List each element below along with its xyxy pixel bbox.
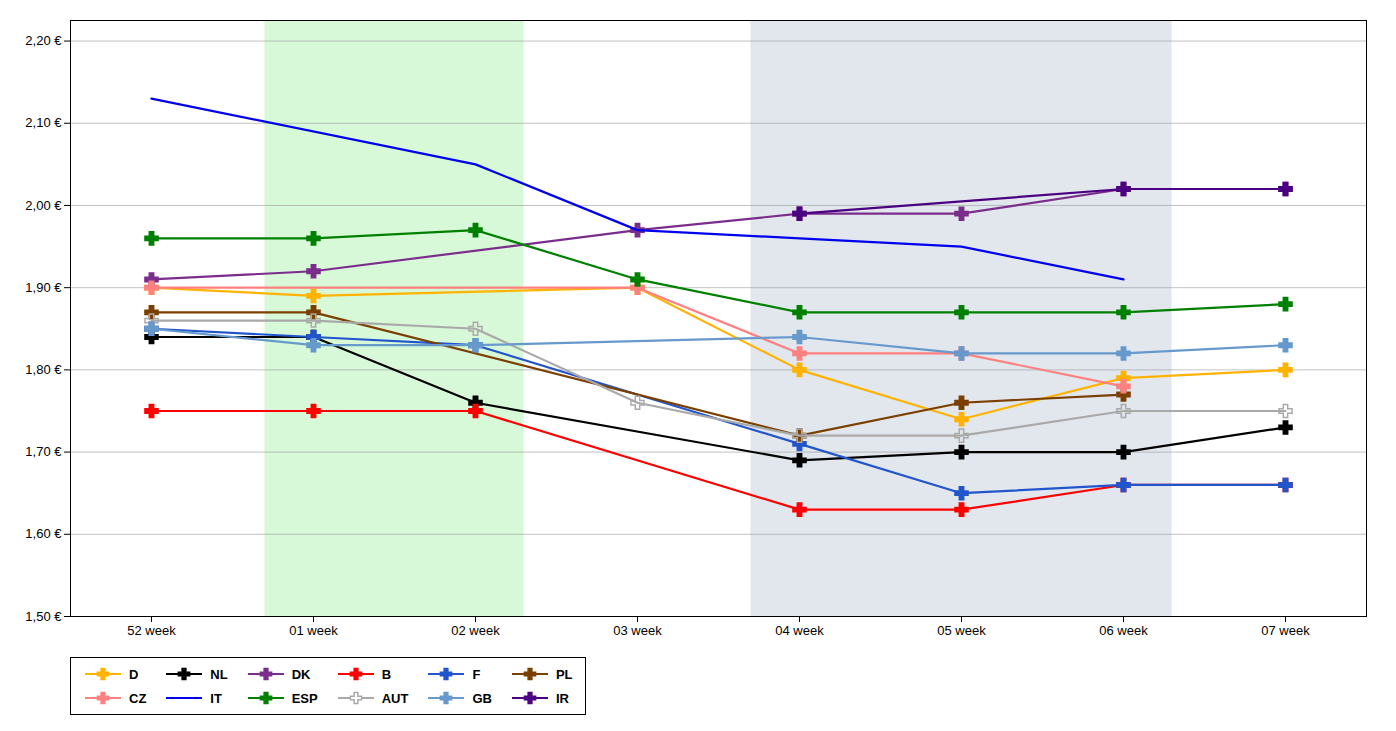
svg-text:2,10 €: 2,10 € <box>25 115 62 130</box>
html-text:ESP: ESP <box>291 690 318 706</box>
svg-text:02 week: 02 week <box>451 623 500 638</box>
html-text:CZ: CZ <box>129 690 147 706</box>
svg-text:06 week: 06 week <box>1099 623 1148 638</box>
svg-text:05 week: 05 week <box>937 623 986 638</box>
html-text:IT: IT <box>210 690 222 706</box>
svg-text:07 week: 07 week <box>1261 623 1310 638</box>
svg-text:04 week: 04 week <box>775 623 824 638</box>
html-text:D: D <box>129 666 139 682</box>
html-text:IR: IR <box>555 690 569 706</box>
svg-text:1,80 €: 1,80 € <box>25 362 62 377</box>
svg-text:52 week: 52 week <box>127 623 176 638</box>
html-text:NL: NL <box>210 666 228 682</box>
svg-text:01 week: 01 week <box>289 623 338 638</box>
svg-text:1,90 €: 1,90 € <box>25 280 62 295</box>
svg-text:2,20 €: 2,20 € <box>25 33 62 48</box>
html-text:GB: GB <box>472 690 492 706</box>
svg-text:1,50 €: 1,50 € <box>25 609 62 624</box>
html-text:PL: PL <box>555 666 573 682</box>
html-text:DK: DK <box>291 666 311 682</box>
svg-text:2,00 €: 2,00 € <box>25 198 62 213</box>
svg-text:1,60 €: 1,60 € <box>25 526 62 541</box>
svg-text:1,70 €: 1,70 € <box>25 444 62 459</box>
html-text:B: B <box>381 666 392 682</box>
html-text:F: F <box>472 666 481 682</box>
html-text:AUT: AUT <box>381 690 409 706</box>
svg-text:03 week: 03 week <box>613 623 662 638</box>
